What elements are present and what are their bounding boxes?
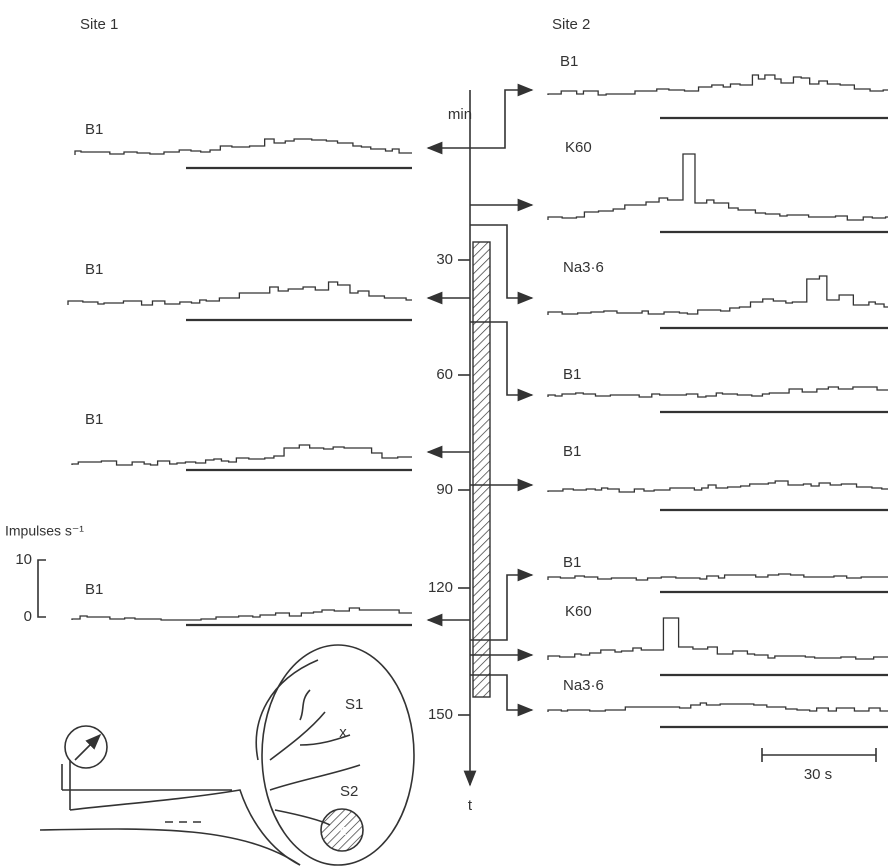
trace-label: B1 <box>85 121 103 138</box>
trace-label: B1 <box>560 53 578 70</box>
trace-label: Na3·6 <box>563 259 604 276</box>
time-scale-bar <box>761 748 877 762</box>
rate-scale-bar <box>37 559 46 618</box>
schematic-label: S1 <box>345 696 363 713</box>
trace-label: K60 <box>565 603 592 620</box>
rate-tick: 10 <box>15 551 32 568</box>
time-scale-label: 30 s <box>804 766 832 783</box>
time-tick-label: 30 <box>436 251 453 268</box>
time-tick-label: 60 <box>436 366 453 383</box>
trace-label: Na3·6 <box>563 677 604 694</box>
schematic-label: x <box>338 822 347 839</box>
schematic <box>39 644 415 866</box>
trace-label: B1 <box>85 581 103 598</box>
site-label: Site 2 <box>552 16 590 33</box>
trace-label: B1 <box>563 366 581 383</box>
trace <box>547 480 888 493</box>
arrows <box>426 83 534 717</box>
trace <box>67 281 412 306</box>
time-label: t <box>468 797 473 814</box>
trace <box>547 275 888 315</box>
trace <box>547 573 888 581</box>
time-unit: min <box>448 106 472 123</box>
rate-scale-label: Impulses s⁻¹ <box>5 523 84 539</box>
time-tick-label: 150 <box>428 706 453 723</box>
schematic-label: x <box>339 724 347 741</box>
trace <box>547 74 888 96</box>
trace <box>547 153 888 221</box>
trace <box>547 386 888 398</box>
trace-label: B1 <box>563 554 581 571</box>
site-label: Site 1 <box>80 16 118 33</box>
rate-tick: 0 <box>24 608 32 625</box>
perfusion-bar <box>472 241 491 698</box>
trace <box>71 607 412 621</box>
trace <box>547 702 888 712</box>
trace-label: B1 <box>85 411 103 428</box>
trace-label: B1 <box>563 443 581 460</box>
trace-label: B1 <box>85 261 103 278</box>
trace <box>74 138 412 155</box>
time-tick-label: 120 <box>428 579 453 596</box>
trace <box>71 444 412 466</box>
trace-label: K60 <box>565 139 592 156</box>
time-tick-label: 90 <box>436 481 453 498</box>
trace <box>547 617 888 660</box>
schematic-label: S2 <box>340 783 358 800</box>
